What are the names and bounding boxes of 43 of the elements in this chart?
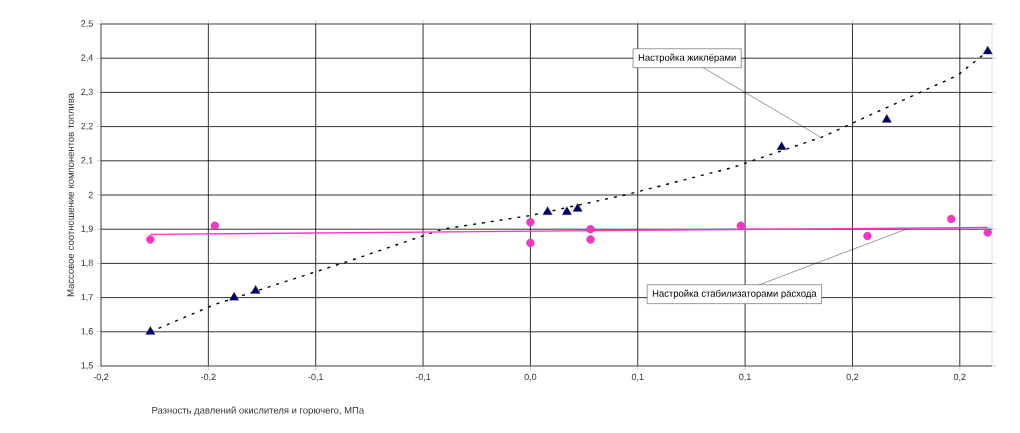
y-tick-label: 2 bbox=[88, 191, 93, 199]
y-tick-label: 2,3 bbox=[81, 88, 93, 97]
x-tick-label: -0,1 bbox=[308, 373, 323, 382]
point bbox=[586, 225, 595, 234]
y-tick-label: 2,4 bbox=[81, 54, 93, 62]
x-tick-label: -0,2 bbox=[201, 373, 216, 382]
y-tick-label: 1,7 bbox=[81, 293, 93, 302]
y-axis-title: Массовое соотношение компонентов топлива bbox=[67, 93, 74, 297]
point bbox=[947, 214, 956, 224]
annotation: Настройка стабилизаторами расхода bbox=[652, 289, 817, 299]
x-tick-label: -0,1 bbox=[415, 373, 431, 382]
point bbox=[736, 221, 745, 230]
point bbox=[586, 235, 595, 244]
point bbox=[526, 238, 535, 248]
point bbox=[562, 206, 572, 215]
y-tick-label: 2,5 bbox=[81, 20, 93, 28]
point bbox=[145, 326, 156, 335]
point bbox=[863, 231, 872, 241]
point bbox=[572, 203, 583, 212]
y-tick-label: 2,1 bbox=[81, 157, 93, 165]
point bbox=[526, 218, 535, 227]
x-tick-label: 0,0 bbox=[524, 373, 537, 382]
point bbox=[229, 291, 240, 301]
x-axis-title: Разность давлений окислителя и горючего, МПа bbox=[152, 406, 365, 416]
y-tick-label: 1,8 bbox=[81, 259, 93, 268]
y-tick-label: 1,9 bbox=[81, 225, 93, 233]
annotation: Настройка жиклёрами bbox=[638, 53, 736, 63]
point bbox=[776, 141, 787, 151]
x-tick-label: 0,2 bbox=[953, 373, 966, 382]
point bbox=[881, 114, 892, 123]
y-tick-label: 1,6 bbox=[81, 328, 93, 336]
x-tick-label: 0,2 bbox=[846, 373, 859, 382]
point bbox=[210, 221, 219, 230]
x-tick-label: 0,1 bbox=[739, 373, 751, 382]
x-tick-label: -0,2 bbox=[93, 373, 109, 382]
y-tick-label: 2,2 bbox=[81, 122, 93, 131]
point bbox=[542, 206, 553, 215]
point bbox=[983, 228, 992, 237]
x-tick-label: 0,1 bbox=[631, 373, 644, 382]
point bbox=[146, 235, 155, 244]
y-tick-label: 1,5 bbox=[81, 362, 93, 370]
point bbox=[250, 285, 261, 294]
point bbox=[982, 45, 993, 55]
